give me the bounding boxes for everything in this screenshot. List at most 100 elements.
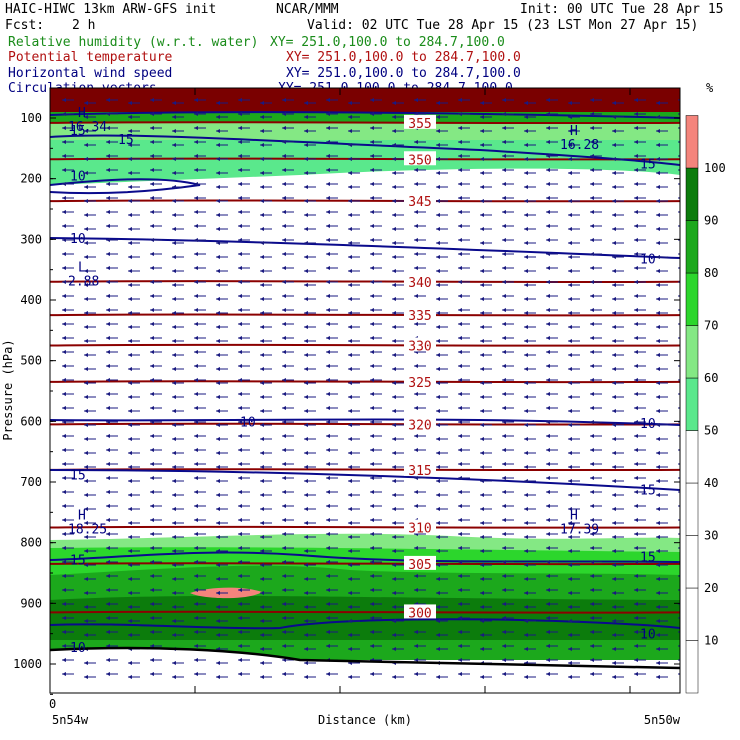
vector-head [656,465,660,469]
vector-head [238,588,242,592]
vector-head [238,336,242,340]
vector-head [348,605,352,609]
vector-head [480,227,484,231]
vector-head [62,518,66,522]
vector-head [194,210,198,214]
theta-contour [50,525,680,529]
vector-head [216,465,220,469]
vector-head [304,535,308,539]
vector-head [62,140,66,144]
vector-head [436,507,440,511]
vector-head [568,619,572,623]
vector-head [436,633,440,637]
vector-head [128,577,132,581]
vector-head [194,420,198,424]
vector-head [634,462,638,466]
extremum-type-label: L [78,261,86,276]
vector-head [216,157,220,161]
vector-head [656,241,660,245]
vector-head [656,101,660,105]
vector-head [436,521,440,525]
stratospheric-band [50,88,680,112]
vector-head [414,238,418,242]
vector-head [546,476,550,480]
vector-head [634,168,638,172]
vector-head [502,616,506,620]
vector-head [612,395,616,399]
vector-head [568,493,572,497]
vector-head [282,518,286,522]
vector-head [524,451,528,455]
vector-head [568,283,572,287]
vector-head [260,409,264,413]
y-axis-ticks: 100 200 300 400 500 600 700 800 900 1000 [13,111,680,695]
vector-head [590,168,594,172]
wind-contour-label: 10 [70,232,86,247]
vector-head [304,605,308,609]
vector-head [150,294,154,298]
vector-head [656,255,660,259]
vector-head [194,112,198,116]
vector-head [612,255,616,259]
vector-head [370,294,374,298]
vector-head [282,294,286,298]
vector-head [392,101,396,105]
vector-head [216,325,220,329]
vector-head [194,644,198,648]
vector-head [546,182,550,186]
colorbar-swatch [685,115,699,169]
vector-head [458,518,462,522]
vector-head [392,507,396,511]
vector-head [106,630,110,634]
vector-head [590,406,594,410]
vector-head [194,490,198,494]
vector-head [150,336,154,340]
vector-head [326,448,330,452]
vector-head [590,196,594,200]
vector-head [172,325,176,329]
vector-head [370,224,374,228]
vector-head [524,465,528,469]
vector-head [502,378,506,382]
theta-label-bg [404,307,436,322]
vector-head [502,574,506,578]
vector-head [480,619,484,623]
vector-head [260,661,264,665]
vector-head [304,269,308,273]
vector-head [282,672,286,676]
vector-head [392,213,396,217]
vector-head [326,350,330,354]
vector-head [62,490,66,494]
vector-head [502,448,506,452]
vector-head [502,266,506,270]
vector-head [480,255,484,259]
vector-head [304,507,308,511]
vector-head [590,378,594,382]
init-time: Init: 00 UTC Tue 28 Apr 15 [520,2,724,17]
theta-label-bg [404,373,436,388]
vector-head [370,140,374,144]
vector-head [634,546,638,550]
vector-head [458,252,462,256]
vector-head [436,311,440,315]
vector-head [414,98,418,102]
vector-head [216,591,220,595]
vector-head [656,605,660,609]
forecast-label: Fcst: [5,18,44,33]
vector-head [458,616,462,620]
vector-head [392,255,396,259]
vector-head [128,423,132,427]
vector-head [62,322,66,326]
vector-head [392,479,396,483]
vector-head [590,644,594,648]
vector-head [634,238,638,242]
vector-head [612,213,616,217]
vector-head [568,423,572,427]
vector-head [546,490,550,494]
theta-label-bg [404,193,436,208]
vector-head [260,199,264,203]
vector-head [348,255,352,259]
vector-head [84,521,88,525]
vector-head [634,434,638,438]
vector-head [612,507,616,511]
